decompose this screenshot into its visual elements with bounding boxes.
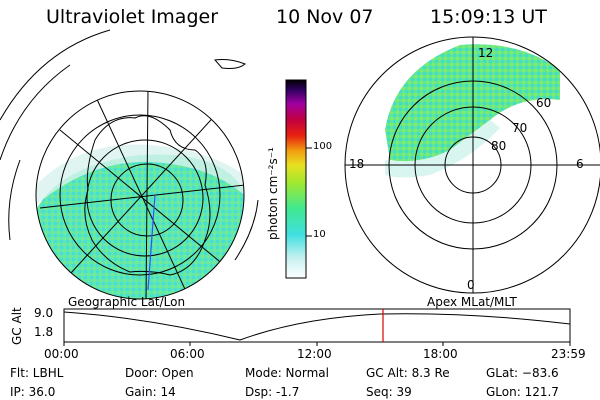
altitude-ytick-1.8: 1.8 xyxy=(34,325,54,339)
mlt-label-18: 18 xyxy=(349,157,365,171)
colorbar-tick-10: 10 xyxy=(313,229,326,240)
mlat-label-80: 80 xyxy=(491,139,507,153)
altitude-xtick-2359: 23:59 xyxy=(551,347,586,361)
continent-outline xyxy=(84,115,211,276)
altitude-xticks xyxy=(63,342,571,346)
left-lat-lon-grid xyxy=(0,29,259,300)
glat-value: GLat: −83.6 xyxy=(486,366,559,380)
altitude-plot-frame xyxy=(63,308,571,343)
mlat-label-60: 60 xyxy=(536,96,552,110)
mode-value: Mode: Normal xyxy=(245,366,329,380)
island-outline xyxy=(214,59,246,69)
right-mlat-mlt-grid xyxy=(344,36,600,294)
dsp-value: Dsp: -1.7 xyxy=(245,385,300,399)
instrument-title: Ultraviolet Imager xyxy=(46,6,219,28)
mlt-label-0: 0 xyxy=(467,278,475,292)
altitude-curve xyxy=(63,311,571,341)
gc-alt-value: GC Alt: 8.3 Re xyxy=(366,366,450,380)
colorbar-ticks xyxy=(306,147,312,237)
altitude-ylabel: GC Alt xyxy=(10,307,24,345)
left-panel-caption: Geographic Lat/Lon xyxy=(68,295,186,309)
altitude-xtick-1800: 18:00 xyxy=(423,347,458,361)
meridian-marker xyxy=(147,194,156,291)
observation-date: 10 Nov 07 xyxy=(276,6,374,28)
altitude-xtick-0000: 00:00 xyxy=(44,347,79,361)
colorbar-unit-label: photon cm⁻²s⁻¹ xyxy=(266,147,280,240)
gain-value: Gain: 14 xyxy=(125,385,176,399)
colorbar-tick-100: 100 xyxy=(313,141,333,152)
ip-value: IP: 36.0 xyxy=(10,385,56,399)
altitude-ytick-9: 9.0 xyxy=(34,306,54,320)
seq-value: Seq: 39 xyxy=(366,385,412,399)
colorbar xyxy=(285,79,307,279)
door-value: Door: Open xyxy=(125,366,194,380)
mlt-label-12: 12 xyxy=(478,46,494,60)
mlat-label-70: 70 xyxy=(512,121,528,135)
glon-value: GLon: 121.7 xyxy=(486,385,559,399)
altitude-xtick-1200: 12:00 xyxy=(297,347,332,361)
altitude-xtick-0600: 06:00 xyxy=(170,347,205,361)
right-panel-caption: Apex MLat/MLT xyxy=(427,295,517,309)
mlt-label-6: 6 xyxy=(576,157,584,171)
left-aurora-region xyxy=(36,144,244,299)
filter-value: Flt: LBHL xyxy=(10,366,64,380)
observation-time: 15:09:13 UT xyxy=(430,6,547,28)
